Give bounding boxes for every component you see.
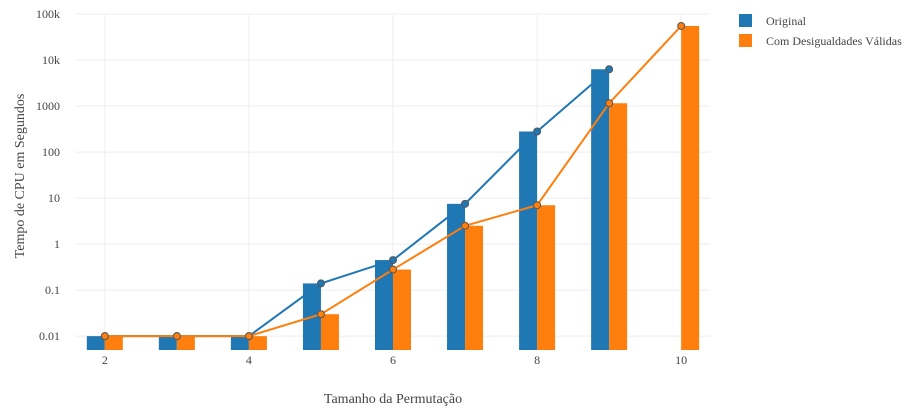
bar — [465, 225, 484, 350]
bar — [176, 336, 195, 350]
y-tick-label: 100k — [36, 7, 60, 21]
data-point — [461, 199, 470, 208]
data-point — [533, 201, 542, 210]
data-point — [389, 256, 397, 265]
data-point — [316, 310, 325, 319]
bars — [86, 25, 700, 351]
series-lines — [100, 21, 686, 341]
bar — [681, 25, 700, 351]
bar — [393, 269, 411, 350]
data-point — [461, 221, 470, 230]
data-point — [533, 127, 542, 136]
y-tick-label: 1000 — [36, 99, 60, 113]
bar — [447, 203, 466, 350]
data-point — [100, 332, 109, 341]
data-point — [244, 332, 253, 341]
legend-label: Original — [766, 14, 807, 28]
bar — [248, 336, 267, 350]
data-point — [172, 332, 181, 341]
data-point — [389, 265, 397, 274]
bar — [519, 131, 538, 350]
bar — [104, 336, 123, 350]
bar — [537, 205, 556, 350]
legend-label: Com Desigualdades Válidas — [766, 34, 902, 48]
x-tick-label: 8 — [534, 353, 540, 367]
x-tick-label: 10 — [675, 353, 687, 367]
data-point — [605, 99, 614, 108]
x-axis-ticks: 2 4 6 8 10 — [102, 353, 687, 367]
data-point — [316, 279, 325, 288]
bar — [375, 260, 393, 350]
x-axis-title: Tamanho da Permutação — [324, 392, 462, 407]
data-point — [677, 21, 686, 30]
x-tick-label: 6 — [390, 353, 396, 367]
legend-swatch — [739, 14, 752, 27]
bar — [230, 336, 249, 350]
y-tick-label: 10k — [42, 53, 60, 67]
y-tick-label: 0.1 — [45, 283, 60, 297]
legend: Original Com Desigualdades Válidas — [739, 14, 902, 48]
y-tick-label: 100 — [42, 145, 60, 159]
y-tick-label: 10 — [48, 191, 60, 205]
y-axis-title: Tempo de CPU em Segundos — [13, 94, 28, 259]
y-tick-label: 1 — [54, 237, 60, 251]
y-tick-label: 0.01 — [39, 329, 60, 343]
legend-swatch — [739, 34, 752, 47]
bar — [320, 314, 339, 350]
bar — [86, 336, 105, 350]
bar — [591, 69, 610, 350]
bar — [609, 103, 628, 350]
x-tick-label: 4 — [246, 353, 252, 367]
x-tick-label: 2 — [102, 353, 108, 367]
y-axis-ticks: 0.01 0.1 1 10 100 1000 10k 100k — [36, 7, 60, 343]
data-point — [605, 65, 614, 74]
bar — [158, 336, 177, 350]
